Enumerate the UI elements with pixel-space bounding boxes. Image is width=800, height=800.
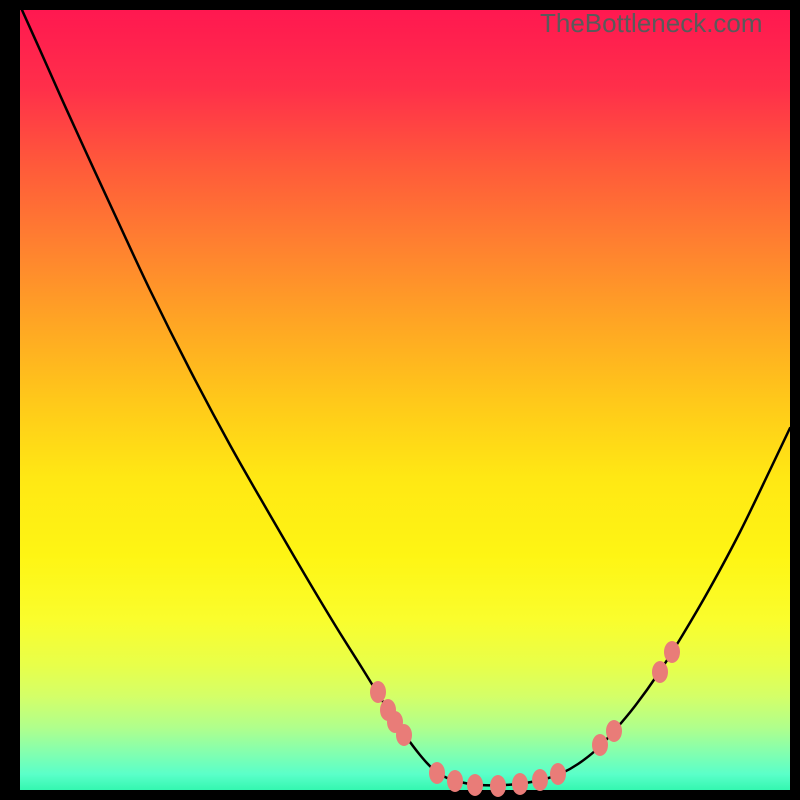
data-marker <box>550 763 566 785</box>
data-marker <box>606 720 622 742</box>
data-marker <box>592 734 608 756</box>
chart-svg <box>0 0 800 800</box>
data-marker <box>532 769 548 791</box>
data-marker <box>652 661 668 683</box>
data-marker <box>396 724 412 746</box>
watermark-text: TheBottleneck.com <box>540 8 763 39</box>
data-marker <box>664 641 680 663</box>
plot-background <box>20 10 790 790</box>
data-marker <box>429 762 445 784</box>
data-marker <box>467 774 483 796</box>
data-marker <box>447 770 463 792</box>
chart-container: TheBottleneck.com <box>0 0 800 800</box>
data-marker <box>512 773 528 795</box>
data-marker <box>370 681 386 703</box>
data-marker <box>490 775 506 797</box>
